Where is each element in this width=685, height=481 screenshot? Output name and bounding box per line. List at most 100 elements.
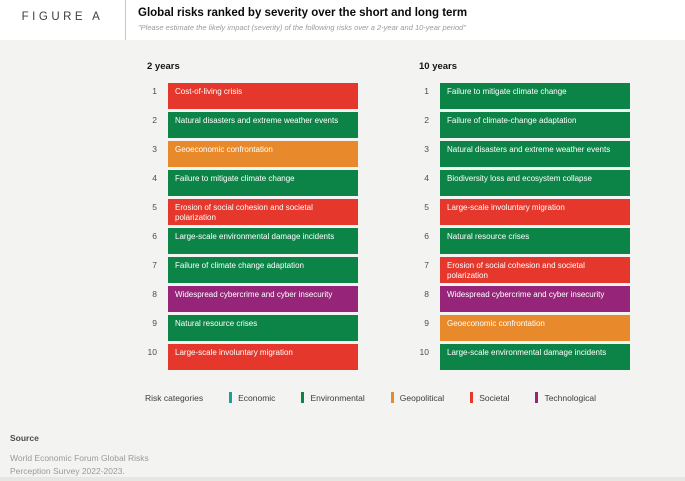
risk-rank: 2 [424, 115, 429, 125]
source-label: Source [10, 433, 39, 443]
ranking-column-2-years: 2 years 1 Cost-of-living crisis 2 Natural di… [145, 61, 360, 373]
risk-row: 6 Large-scale environmental damage incide… [145, 228, 360, 254]
risk-bar: Failure of climate change adaptation [168, 257, 358, 283]
risk-row: 5 Erosion of social cohesion and societal… [145, 199, 360, 225]
risk-rank: 4 [424, 173, 429, 183]
risk-bar: Erosion of social cohesion and societal … [168, 199, 358, 225]
legend-swatch-environmental [301, 392, 305, 403]
risk-bar: Geoeconomic confrontation [168, 141, 358, 167]
risk-label: Failure of climate change adaptation [175, 261, 304, 270]
risk-rank: 7 [424, 260, 429, 270]
risk-row: 8 Widespread cybercrime and cyber insecur… [145, 286, 360, 312]
risk-bar: Geoeconomic confrontation [440, 315, 630, 341]
legend-swatch-geopolitical [390, 392, 394, 403]
legend-label: Geopolitical [399, 392, 445, 403]
risk-row: 2 Natural disasters and extreme weather e… [145, 112, 360, 138]
risk-row: 2 Failure of climate-change adaptation [417, 112, 632, 138]
risk-label: Large-scale involuntary migration [175, 348, 293, 357]
column-header-10-years: 10 years [419, 61, 458, 72]
bottom-strip [0, 477, 685, 481]
legend-item-economic: Economic [229, 392, 275, 403]
risk-row: 9 Natural resource crises [145, 315, 360, 341]
risk-label: Natural resource crises [447, 232, 530, 241]
figure-title: Global risks ranked by severity over the… [138, 7, 468, 19]
risk-label: Cost-of-living crisis [175, 87, 243, 96]
header-divider [125, 0, 126, 40]
risk-categories-legend: Risk categories Economic Environmental Geo… [145, 392, 622, 403]
risk-rank: 10 [147, 347, 157, 357]
risk-bar: Cost-of-living crisis [168, 83, 358, 109]
legend-label: Environmental [310, 392, 365, 403]
risk-rank: 1 [424, 86, 429, 96]
risk-label: Large-scale environmental damage inciden… [447, 348, 607, 357]
risk-rank: 6 [424, 231, 429, 241]
risk-label: Failure of climate-change adaptation [447, 116, 577, 125]
risk-row: 5 Large-scale involuntary migration [417, 199, 632, 225]
ranking-column-10-years: 10 years 1 Failure to mitigate climate cha… [417, 61, 632, 373]
risk-rank: 5 [152, 202, 157, 212]
figure-header: FIGURE A Global risks ranked by severity… [0, 0, 685, 40]
risk-row: 3 Geoeconomic confrontation [145, 141, 360, 167]
legend-label: Technological [544, 392, 596, 403]
source-footer: Source World Economic Forum Global Risks… [10, 433, 149, 478]
risk-rank: 2 [152, 115, 157, 125]
risk-rank: 4 [152, 173, 157, 183]
risk-label: Large-scale environmental damage inciden… [175, 232, 335, 241]
risk-rank: 9 [424, 318, 429, 328]
risk-label: Failure to mitigate climate change [175, 174, 295, 183]
risk-bar: Erosion of social cohesion and societal … [440, 257, 630, 283]
legend-item-geopolitical: Geopolitical [390, 392, 445, 403]
risk-rank: 1 [152, 86, 157, 96]
risk-bar: Large-scale environmental damage inciden… [168, 228, 358, 254]
risk-bar: Biodiversity loss and ecosystem collapse [440, 170, 630, 196]
risk-label: Failure to mitigate climate change [447, 87, 567, 96]
risk-row: 9 Geoeconomic confrontation [417, 315, 632, 341]
risk-row: 7 Failure of climate change adaptation [145, 257, 360, 283]
risk-label: Natural disasters and extreme weather ev… [175, 116, 339, 125]
risk-label: Widespread cybercrime and cyber insecuri… [447, 290, 605, 299]
legend-swatch-societal [470, 392, 474, 403]
source-line-2: Perception Survey 2022-2023. [10, 466, 125, 476]
risk-rank: 9 [152, 318, 157, 328]
risk-bar: Failure of climate-change adaptation [440, 112, 630, 138]
risk-row: 4 Biodiversity loss and ecosystem collaps… [417, 170, 632, 196]
risk-label: Natural resource crises [175, 319, 258, 328]
legend-item-technological: Technological [535, 392, 596, 403]
legend-label: Economic [238, 392, 276, 403]
risk-bar: Natural resource crises [168, 315, 358, 341]
legend-items: Economic Environmental Geopolitical Societa… [229, 392, 622, 403]
risk-rank: 10 [419, 347, 429, 357]
legend-label: Societal [479, 392, 510, 403]
risk-row: 8 Widespread cybercrime and cyber insecur… [417, 286, 632, 312]
risk-bar: Large-scale environmental damage inciden… [440, 344, 630, 370]
risk-label: Natural disasters and extreme weather ev… [447, 145, 611, 154]
risk-bar: Widespread cybercrime and cyber insecuri… [168, 286, 358, 312]
risk-rank: 8 [424, 289, 429, 299]
risk-bar: Failure to mitigate climate change [168, 170, 358, 196]
risk-label: Geoeconomic confrontation [175, 145, 273, 154]
risk-label: Erosion of social cohesion and societal … [175, 203, 313, 222]
legend-swatch-technological [535, 392, 539, 403]
risk-row: 4 Failure to mitigate climate change [145, 170, 360, 196]
risk-bar: Natural disasters and extreme weather ev… [168, 112, 358, 138]
risk-bar: Large-scale involuntary migration [440, 199, 630, 225]
risk-row: 10 Large-scale environmental damage incid… [417, 344, 632, 370]
column-header-2-years: 2 years [147, 61, 180, 72]
risk-label: Large-scale involuntary migration [447, 203, 565, 212]
risk-rank: 3 [424, 144, 429, 154]
legend-item-societal: Societal [470, 392, 509, 403]
risk-rank: 5 [424, 202, 429, 212]
risk-rank: 8 [152, 289, 157, 299]
risk-bar: Natural resource crises [440, 228, 630, 254]
figure-subtitle: "Please estimate the likely impact (seve… [138, 23, 466, 32]
risk-label: Biodiversity loss and ecosystem collapse [447, 174, 592, 183]
risk-bar: Widespread cybercrime and cyber insecuri… [440, 286, 630, 312]
risk-row: 3 Natural disasters and extreme weather e… [417, 141, 632, 167]
risk-bar: Large-scale involuntary migration [168, 344, 358, 370]
risk-row: 7 Erosion of social cohesion and societal… [417, 257, 632, 283]
header-text-block: Global risks ranked by severity over the… [126, 0, 467, 32]
risk-label: Widespread cybercrime and cyber insecuri… [175, 290, 333, 299]
risk-row: 10 Large-scale involuntary migration [145, 344, 360, 370]
risk-rank: 7 [152, 260, 157, 270]
